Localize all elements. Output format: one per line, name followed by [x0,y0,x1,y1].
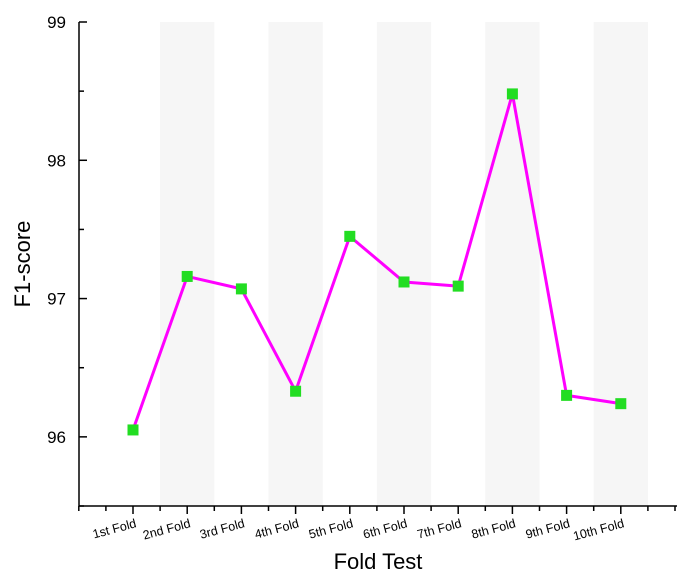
data-point-marker [452,280,464,292]
data-point-marker [398,276,410,288]
background-band [376,22,432,506]
y-axis-ticks: 96 97 98 99 [47,13,87,507]
x-tick-label: 9th Fold [524,516,571,541]
x-tick-label: 5th Fold [307,516,354,541]
data-point-marker [506,88,518,100]
x-tick-label: 6th Fold [362,516,409,541]
y-tick-label: 97 [47,290,66,309]
data-point-marker [127,424,139,436]
x-tick-label: 3rd Fold [198,516,246,541]
marker-layer [127,88,627,436]
series-line [131,92,622,431]
x-axis-ticks: 1st Fold 2nd Fold 3rd Fold 4th Fold 5th Fold… [78,506,676,543]
background-band [485,22,540,506]
x-tick-label: 10th Fold [572,516,626,543]
x-tick-label: 4th Fold [253,516,300,541]
data-point-marker [181,270,193,282]
y-tick-label: 96 [47,428,66,447]
data-point-marker [615,398,627,410]
background-bands [160,22,648,506]
data-point-marker [561,389,573,401]
y-tick-label: 98 [47,151,66,170]
data-point-marker [290,385,302,397]
y-axis-title: F1-score [10,221,35,308]
x-tick-label: 2nd Fold [141,516,192,542]
series-layer [131,92,622,431]
x-tick-label: 1st Fold [91,516,138,541]
background-band [160,22,215,506]
data-point-marker [344,230,356,242]
background-band [268,22,323,506]
background-band [593,22,648,506]
x-tick-label: 8th Fold [470,516,517,541]
y-tick-label: 99 [47,13,66,32]
x-axis-title: Fold Test [334,549,423,574]
x-tick-label: 7th Fold [416,516,463,541]
data-point-marker [235,283,247,295]
